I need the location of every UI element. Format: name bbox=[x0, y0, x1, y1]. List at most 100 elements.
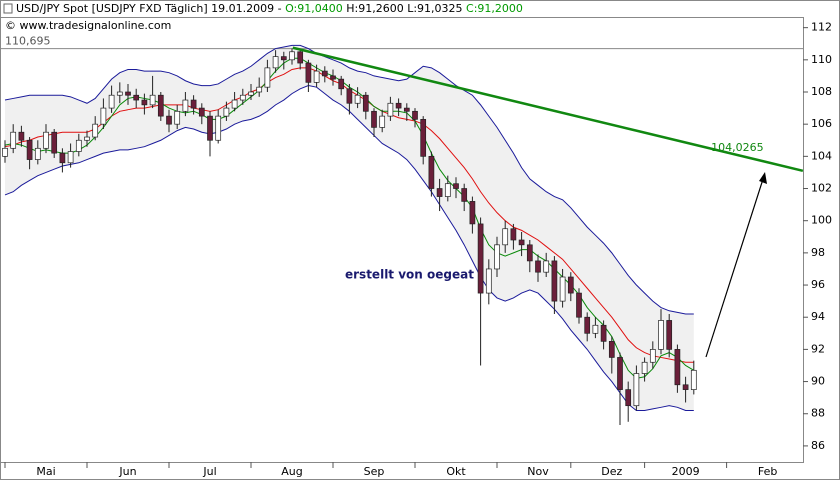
x-tick-label: Jul bbox=[202, 465, 216, 478]
candle-body bbox=[223, 107, 230, 117]
candle-body bbox=[592, 324, 599, 334]
candle-body bbox=[436, 188, 443, 197]
candle-body bbox=[453, 183, 459, 189]
candle-body bbox=[387, 102, 394, 117]
candle-body bbox=[207, 115, 213, 141]
y-tick-label: 92 bbox=[811, 342, 825, 355]
candle-body bbox=[231, 99, 238, 109]
candle-body bbox=[690, 369, 697, 390]
candle-body bbox=[494, 244, 500, 270]
candle-body bbox=[666, 320, 673, 350]
candle-body bbox=[272, 56, 279, 69]
y-tick-label: 100 bbox=[811, 214, 832, 227]
candle-body bbox=[682, 384, 689, 390]
header-high: H:91,2600 bbox=[346, 2, 403, 15]
candle-body bbox=[403, 107, 410, 112]
y-tick-label: 86 bbox=[811, 439, 825, 452]
candle-body bbox=[10, 131, 17, 149]
annotation: erstellt von oegeat bbox=[345, 268, 474, 282]
candle-body bbox=[526, 244, 533, 262]
candle-body bbox=[608, 340, 615, 358]
candle-body bbox=[289, 51, 295, 61]
candle-body bbox=[543, 260, 550, 273]
candle-body bbox=[116, 91, 123, 96]
candle-body bbox=[658, 320, 664, 350]
y-tick-label: 90 bbox=[811, 375, 825, 388]
candle-body bbox=[84, 136, 90, 141]
x-tick-label: Sep bbox=[364, 465, 385, 478]
candle-body bbox=[617, 357, 623, 390]
candle-body bbox=[280, 56, 287, 61]
candle-body bbox=[600, 324, 607, 342]
x-tick-label: 2009 bbox=[672, 465, 700, 478]
x-tick-label: Dez bbox=[601, 465, 622, 478]
x-tick-label: Jun bbox=[118, 465, 136, 478]
candle-body bbox=[625, 389, 632, 407]
candle-body bbox=[43, 131, 49, 149]
band-fill bbox=[5, 45, 694, 411]
indicator-line bbox=[4, 44, 694, 315]
candle-body bbox=[141, 99, 148, 106]
candle-body bbox=[198, 107, 205, 117]
candle-body bbox=[649, 349, 656, 363]
candle-body bbox=[461, 188, 468, 202]
candle-body bbox=[92, 123, 99, 138]
candle-body bbox=[215, 115, 222, 141]
candle-body bbox=[182, 99, 189, 112]
y-tick-label: 110 bbox=[811, 53, 832, 66]
reference-label: 110,695 bbox=[5, 35, 51, 48]
y-tick-label: 98 bbox=[811, 246, 825, 259]
candle-body bbox=[133, 94, 140, 101]
x-tick-label: Okt bbox=[446, 465, 466, 478]
candle-body bbox=[264, 67, 271, 88]
header: USD/JPY Spot [USDJPY FXD Täglich] 19.01.… bbox=[16, 2, 523, 15]
candle-body bbox=[2, 147, 8, 157]
candle-body bbox=[239, 94, 246, 101]
candle-body bbox=[125, 91, 131, 96]
candle-body bbox=[59, 152, 66, 164]
candle-body bbox=[518, 239, 525, 246]
candle-body bbox=[576, 292, 582, 318]
candle-body bbox=[149, 94, 156, 106]
candle-body bbox=[346, 88, 353, 104]
x-tick-label: Mai bbox=[36, 465, 55, 478]
y-tick-label: 104 bbox=[811, 149, 832, 162]
candle-body bbox=[34, 147, 41, 160]
candle-body bbox=[395, 102, 402, 109]
candle-body bbox=[535, 260, 541, 273]
candle-body bbox=[551, 260, 558, 302]
candle-body bbox=[428, 155, 435, 189]
candle-body bbox=[338, 78, 345, 90]
candle-body bbox=[485, 268, 492, 294]
candle-body bbox=[157, 94, 164, 117]
copyright: © www.tradesignalonline.com bbox=[5, 19, 171, 32]
arrow-shaft bbox=[705, 175, 765, 358]
candle-body bbox=[567, 276, 574, 294]
candle-body bbox=[256, 86, 263, 93]
arrow-head bbox=[759, 172, 767, 184]
y-tick-label: 108 bbox=[811, 85, 832, 98]
candle-body bbox=[420, 118, 427, 157]
candle-body bbox=[371, 110, 377, 128]
candle-body bbox=[354, 94, 361, 104]
candle-body bbox=[305, 62, 312, 83]
header-symbol: USD/JPY Spot [USDJPY FXD Täglich] 19.01.… bbox=[16, 2, 282, 15]
candle-body bbox=[379, 115, 386, 128]
x-tick-label: Nov bbox=[527, 465, 549, 478]
candle-body bbox=[108, 94, 115, 109]
candle-body bbox=[641, 361, 648, 374]
candle-body bbox=[248, 91, 254, 96]
candle-body bbox=[51, 131, 58, 154]
candle-body bbox=[321, 70, 328, 77]
candle-body bbox=[444, 183, 451, 197]
candle-body bbox=[584, 316, 591, 334]
candle-body bbox=[674, 349, 681, 386]
candle-body bbox=[412, 110, 418, 120]
y-tick-label: 112 bbox=[811, 21, 832, 34]
header-low: L:91,0325 bbox=[407, 2, 462, 15]
candle-body bbox=[67, 151, 74, 164]
chart-body: 86 88 90 92 94 96 98 100 102 104 106 108 110 112 Mai Ju… bbox=[0, 21, 832, 478]
y-tick-label: 106 bbox=[811, 117, 832, 130]
